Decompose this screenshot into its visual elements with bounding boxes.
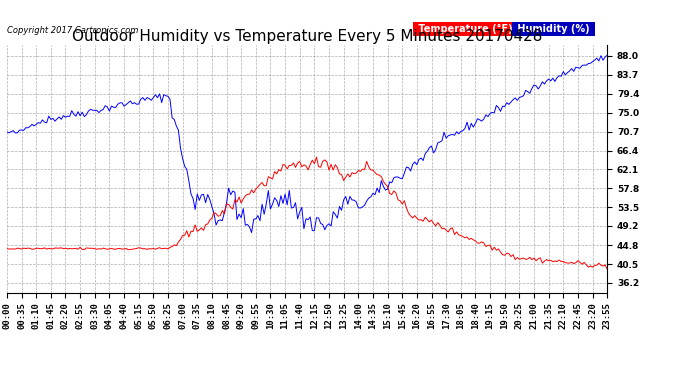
Text: Copyright 2017 Cartronics.com: Copyright 2017 Cartronics.com xyxy=(7,26,138,35)
Text: Temperature (°F): Temperature (°F) xyxy=(415,24,516,34)
Text: Humidity (%): Humidity (%) xyxy=(514,24,593,34)
Title: Outdoor Humidity vs Temperature Every 5 Minutes 20170428: Outdoor Humidity vs Temperature Every 5 … xyxy=(72,29,542,44)
